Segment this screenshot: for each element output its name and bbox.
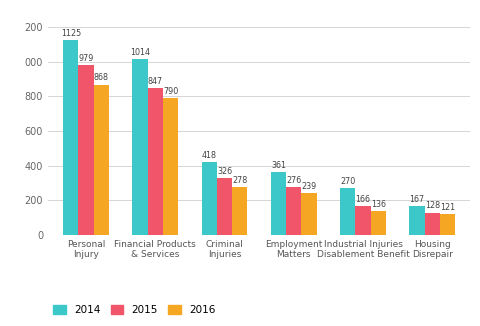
Bar [217,178,232,235]
Text: 868: 868 [94,73,109,82]
Text: 418: 418 [202,151,217,160]
Text: 979: 979 [78,54,94,63]
Bar [340,188,356,235]
Bar [63,40,78,235]
Bar [409,206,425,235]
Bar [78,65,94,235]
Text: 239: 239 [301,182,317,191]
Bar [132,59,148,235]
Bar [148,88,163,235]
Text: 361: 361 [271,161,286,170]
Bar [440,214,455,235]
Text: 278: 278 [232,175,247,185]
Legend: 2014, 2015, 2016: 2014, 2015, 2016 [53,305,216,315]
Text: 326: 326 [217,167,232,176]
Bar [301,193,317,235]
Bar [202,162,217,235]
Bar [286,187,301,235]
Bar [163,98,178,235]
Text: 1014: 1014 [130,48,150,57]
Text: 128: 128 [425,201,440,211]
Text: 167: 167 [409,195,425,204]
Text: 847: 847 [148,77,163,86]
Text: 136: 136 [371,200,386,209]
Bar [371,211,386,235]
Text: 1125: 1125 [61,29,81,38]
Text: 790: 790 [163,87,178,96]
Text: 121: 121 [440,203,455,212]
Text: 166: 166 [356,195,371,204]
Bar [94,84,109,235]
Text: 276: 276 [286,176,301,185]
Bar [425,213,440,235]
Bar [356,206,371,235]
Text: 270: 270 [340,177,356,186]
Bar [232,186,247,235]
Bar [271,172,286,235]
